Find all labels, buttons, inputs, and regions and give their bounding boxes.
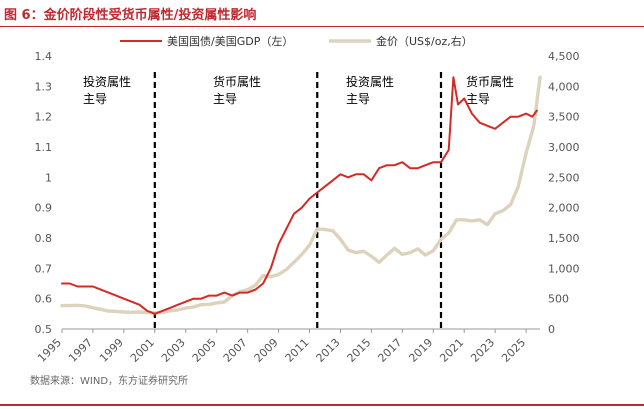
y-right-tick-label: 4,000 xyxy=(548,80,580,93)
axes: 0.5 0.6 0.7 0.8 0.9 1 1.1 1.2 1.3 1.4 0 500 1,000 1,5… xyxy=(35,50,580,365)
x-tick-label: 2001 xyxy=(128,336,157,365)
y-left-tick-label: 0.9 xyxy=(35,202,53,215)
x-tick-label: 2017 xyxy=(375,336,404,365)
y-left-tick-label: 1 xyxy=(45,171,52,184)
legend-label: 美国国债/美国GDP（左） xyxy=(167,34,293,48)
x-tick-label: 2003 xyxy=(159,336,188,365)
y-left-tick-label: 1.1 xyxy=(35,141,53,154)
legend-label: 金价（US$/oz,右） xyxy=(376,34,473,48)
x-tick-label: 1997 xyxy=(66,336,95,365)
x-tick-label: 2007 xyxy=(221,336,250,365)
y-right-tick-label: 1,500 xyxy=(548,232,580,245)
y-right-tick-label: 3,000 xyxy=(548,141,580,154)
y-right-tick-label: 2,000 xyxy=(548,202,580,215)
y-right-tick-label: 3,500 xyxy=(548,111,580,124)
y-right-tick-label: 1,000 xyxy=(548,262,580,275)
y-right-tick-label: 2,500 xyxy=(548,171,580,184)
regime-label-line1: 投资属性 xyxy=(83,74,131,89)
series-line-debt-gdp xyxy=(61,76,538,315)
regime-label-line2: 主导 xyxy=(346,92,370,106)
regime-label-line1: 货币属性 xyxy=(466,74,514,89)
bottom-rule xyxy=(0,404,644,406)
x-tick-label: 2023 xyxy=(468,336,497,365)
legend-item: 金价（US$/oz,右） xyxy=(329,34,473,48)
regime-label-line1: 货币属性 xyxy=(213,74,261,89)
series-lines xyxy=(60,75,542,315)
y-right-tick-label: 4,500 xyxy=(548,50,580,63)
source-note: 数据来源：WIND，东方证券研究所 xyxy=(30,376,189,387)
y-left-tick-label: 0.7 xyxy=(35,262,53,275)
regime-label-line2: 主导 xyxy=(83,92,107,106)
y-left-tick-label: 1.4 xyxy=(35,50,53,63)
figure-title: 图 6：金价阶段性受货币属性/投资属性影响 xyxy=(4,8,257,23)
x-tick-label: 2025 xyxy=(499,336,528,365)
regime-label-line1: 投资属性 xyxy=(346,74,394,89)
x-tick-label: 1995 xyxy=(35,336,64,365)
y-left-tick-label: 0.5 xyxy=(35,323,53,336)
x-tick-label: 2009 xyxy=(252,336,281,365)
y-left-tick-label: 1.3 xyxy=(35,80,53,93)
x-tick-label: 2021 xyxy=(437,336,466,365)
regime-label-line2: 主导 xyxy=(213,92,237,106)
title-rule xyxy=(0,26,644,27)
y-left-tick-label: 1.2 xyxy=(35,111,53,124)
y-right-tick-label: 0 xyxy=(548,323,555,336)
legend: 美国国债/美国GDP（左） 金价（US$/oz,右） xyxy=(120,34,473,48)
regime-label-line2: 主导 xyxy=(466,92,490,106)
x-tick-label: 2019 xyxy=(406,336,435,365)
x-tick-label: 2015 xyxy=(345,336,374,365)
x-tick-label: 2005 xyxy=(190,336,219,365)
x-tick-label: 2013 xyxy=(314,336,343,365)
x-tick-label: 2011 xyxy=(283,336,312,365)
legend-item: 美国国债/美国GDP（左） xyxy=(120,34,293,48)
y-left-tick-label: 0.8 xyxy=(35,232,53,245)
y-right-tick-label: 500 xyxy=(548,293,569,306)
series-line-gold-price xyxy=(60,75,542,315)
y-left-tick-label: 0.6 xyxy=(35,293,53,306)
x-tick-label: 1999 xyxy=(97,336,126,365)
